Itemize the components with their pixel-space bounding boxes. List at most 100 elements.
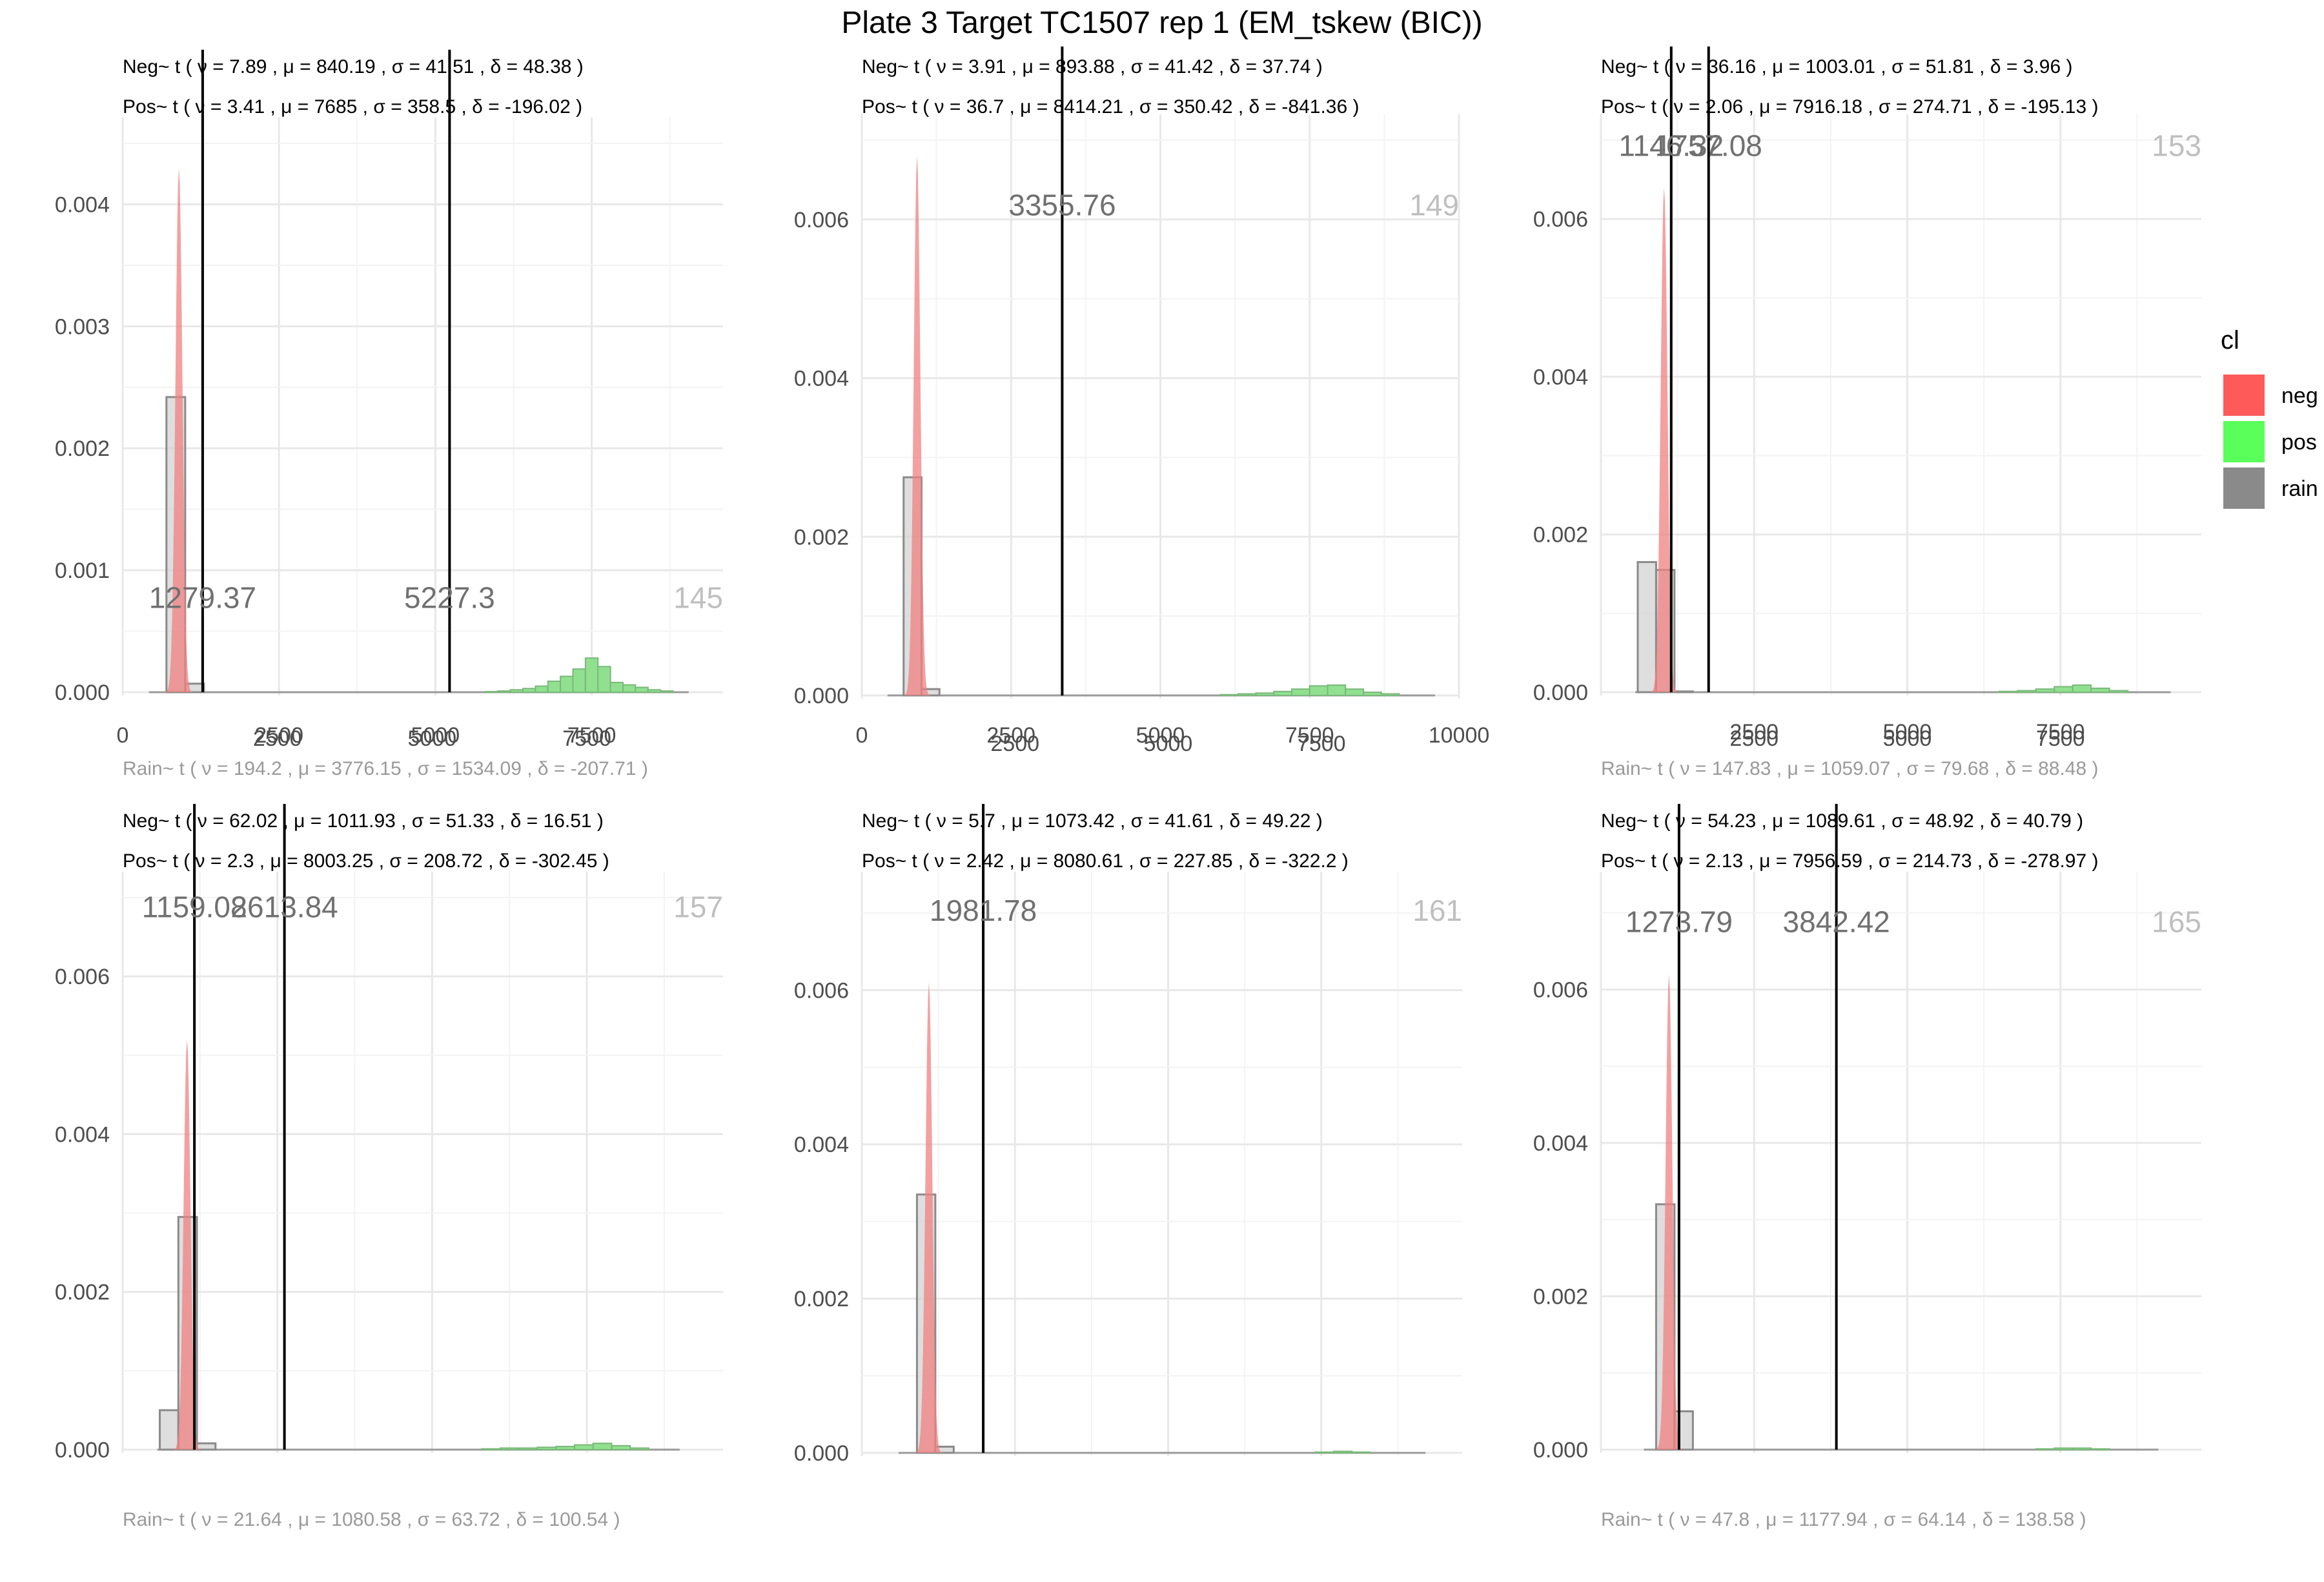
pos-params: Pos~ t ( ν = 3.41 , μ = 7685 , σ = 358.5… (123, 96, 583, 118)
pos-bar (1327, 684, 1347, 696)
rain-params: Rain~ t ( ν = 47.8 , μ = 1177.94 , σ = 6… (1601, 1509, 2086, 1530)
pos-bar (1237, 693, 1257, 696)
pos-bar (1380, 693, 1400, 696)
legend-key-rain (2223, 467, 2265, 509)
pos-bar (1363, 692, 1382, 696)
pos-bar (509, 689, 524, 693)
y-tick-label: 0.006 (794, 978, 849, 1003)
pos-bar (609, 681, 624, 693)
y-tick-label: 0.004 (1533, 365, 1588, 389)
pos-bar (547, 681, 562, 693)
pos-bar (499, 1447, 520, 1450)
y-tick-label: 0.004 (794, 367, 849, 391)
y-tick-label: 0.002 (794, 525, 849, 550)
threshold-label: 1146.32 (1618, 128, 1724, 162)
neg-density (904, 156, 930, 696)
pos-bar (497, 690, 511, 693)
well-label: 153 (2152, 128, 2201, 162)
pos-bar (2054, 686, 2074, 693)
legend: cl neg pos rain (2221, 326, 2318, 509)
pos-bar (1291, 688, 1310, 697)
pos-bar (522, 688, 536, 693)
pos-bar (560, 675, 574, 693)
pos-bar (2090, 687, 2110, 693)
pos-bar (611, 1444, 631, 1451)
legend-key-neg (2223, 375, 2265, 416)
pos-params: Pos~ t ( ν = 2.06 , μ = 7916.18 , σ = 27… (1601, 96, 2099, 118)
y-tick-label: 0.000 (794, 684, 849, 708)
y-tick-label: 0.001 (55, 559, 110, 583)
neg-density (915, 982, 943, 1453)
threshold-label: 1981.78 (930, 894, 1037, 927)
pos-bar (1345, 688, 1364, 697)
pos-bar (535, 685, 549, 693)
x-tick-label: 7500 (1285, 723, 1334, 748)
x-tick-label: 2500 (1729, 726, 1779, 751)
pos-bar (629, 1447, 649, 1450)
pos-params: Pos~ t ( ν = 2.13 , μ = 7956.59 , σ = 21… (1601, 850, 2099, 872)
rain-bar (196, 1442, 217, 1451)
neg-params: Neg~ t ( ν = 62.02 , μ = 1011.93 , σ = 5… (123, 810, 604, 832)
y-tick-label: 0.006 (1533, 978, 1588, 1003)
rain-params: Rain~ t ( ν = 21.64 , μ = 1080.58 , σ = … (123, 1509, 620, 1530)
x-tick-label: 2500 (253, 726, 302, 751)
histogram-plot: 3355.76 149 0.000 0.002 0.004 0.006 0 2500 5000 7… (794, 46, 1489, 748)
x-tick-label: 7500 (2036, 720, 2085, 745)
well-label: 165 (2152, 905, 2201, 938)
pos-bar (2035, 688, 2055, 693)
pos-bar (2054, 1447, 2074, 1450)
well-label: 145 (673, 581, 723, 615)
well-label: 157 (673, 890, 723, 924)
y-tick-label: 0.002 (794, 1287, 849, 1311)
pos-bar (647, 689, 662, 693)
pos-bar (1314, 1451, 1334, 1454)
legend-key-pos (2223, 421, 2265, 462)
grid (861, 114, 1460, 699)
y-tick-label: 0.000 (794, 1441, 849, 1466)
neg-params: Neg~ t ( ν = 7.89 , μ = 840.19 , σ = 41.… (123, 56, 584, 77)
pos-bar (518, 1447, 538, 1450)
y-tick-label: 0.002 (1533, 1285, 1588, 1310)
grid (121, 872, 723, 1453)
pos-bar (660, 690, 674, 693)
threshold-label: 3355.76 (1008, 189, 1116, 222)
rain-bar (159, 1409, 179, 1451)
neg-density (1655, 974, 1683, 1450)
x-tick-label: 7500 (567, 723, 617, 748)
y-tick-label: 0.002 (1533, 523, 1588, 548)
x-tick-label: 2500 (990, 732, 1039, 756)
histogram-plot: 1279.37 5227.3 145 0.000 0.001 0.002 0.003 0.00… (55, 50, 723, 748)
y-tick-label: 0.006 (55, 965, 110, 989)
pos-params: Pos~ t ( ν = 36.7 , μ = 8414.21 , σ = 35… (862, 96, 1360, 118)
well-label: 161 (1412, 894, 1462, 927)
threshold-label: 1273.79 (1626, 905, 1733, 938)
threshold-label: 2613.84 (230, 890, 338, 924)
grid (1600, 114, 2201, 695)
y-tick-label: 0.000 (55, 1438, 110, 1463)
rain-params: Rain~ t ( ν = 194.2 , μ = 3776.15 , σ = … (123, 758, 648, 779)
pos-bar (622, 684, 637, 693)
pos-params: Pos~ t ( ν = 2.3 , μ = 8003.25 , σ = 208… (123, 850, 609, 872)
pos-bar (2035, 1448, 2055, 1450)
y-tick-label: 0.000 (55, 681, 110, 705)
pos-bar (2072, 1447, 2092, 1450)
x-tick-label: 5000 (408, 726, 457, 751)
x-tick-label: 5000 (411, 723, 460, 748)
y-tick-label: 0.002 (55, 437, 110, 461)
pos-bar (584, 657, 599, 693)
pos-bar (573, 1444, 594, 1451)
neg-params: Neg~ t ( ν = 54.23 , μ = 1089.61 , σ = 4… (1601, 810, 2084, 832)
y-tick-label: 0.004 (1533, 1131, 1588, 1156)
rain-bar (1636, 560, 1657, 693)
pos-bar (536, 1446, 557, 1450)
x-tick-label: 7500 (1297, 732, 1346, 756)
neg-density (1650, 187, 1678, 692)
pos-params: Pos~ t ( ν = 2.42 , μ = 8080.61 , σ = 22… (862, 850, 1349, 872)
legend-label-rain: rain (2281, 477, 2318, 501)
pos-bar (572, 668, 586, 693)
y-tick-label: 0.003 (55, 314, 110, 339)
y-tick-label: 0.004 (794, 1133, 849, 1157)
pos-bar (1255, 692, 1275, 696)
legend-title: cl (2221, 326, 2239, 354)
